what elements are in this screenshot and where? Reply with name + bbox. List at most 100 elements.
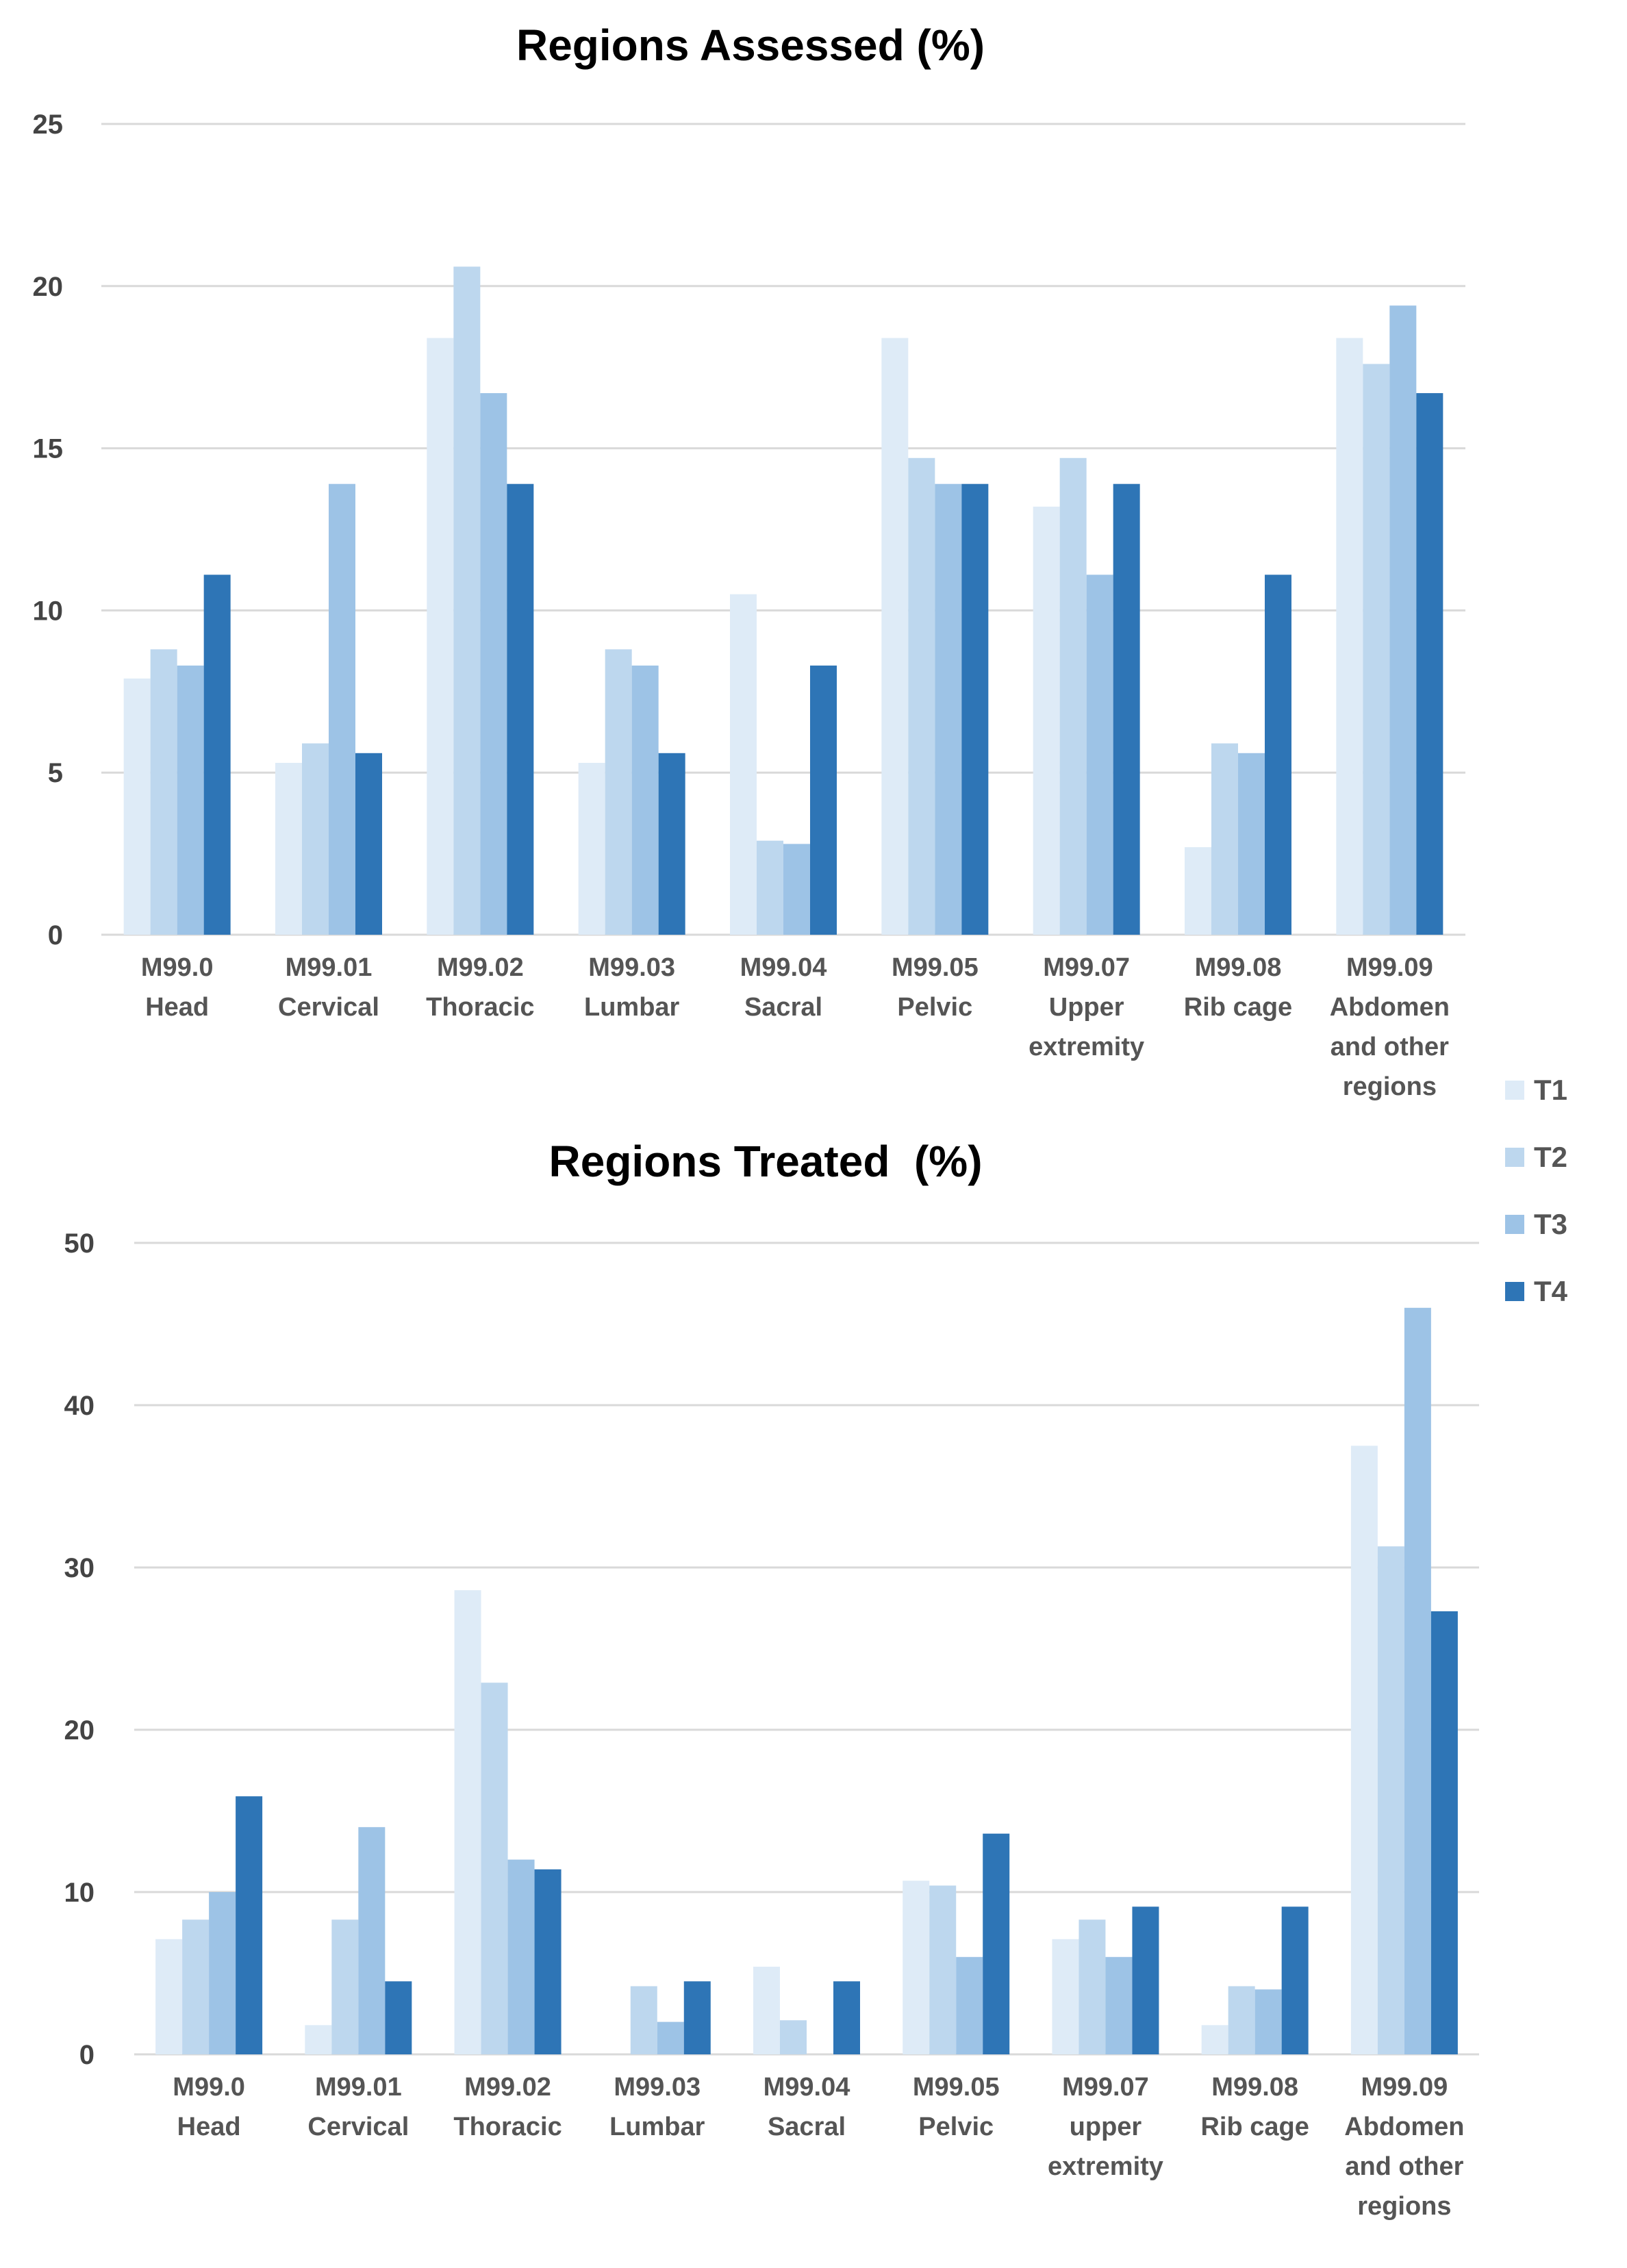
x-tick-label: M99.0 xyxy=(141,953,214,982)
bar-t3 xyxy=(1389,305,1417,935)
legend-label: T3 xyxy=(1534,1208,1567,1240)
bar-t1 xyxy=(753,1967,780,2054)
bar-t1 xyxy=(903,1880,930,2054)
y-tick-label: 0 xyxy=(48,920,63,950)
x-tick-label: M99.0 xyxy=(173,2073,245,2102)
bar-t1 xyxy=(881,338,909,935)
bar-t2 xyxy=(453,266,481,935)
bar-t2 xyxy=(1079,1919,1106,2054)
y-tick-label: 25 xyxy=(33,110,64,140)
bar-t1 xyxy=(578,762,605,935)
bars xyxy=(123,266,1443,935)
bar-t4 xyxy=(961,483,989,935)
bar-t3 xyxy=(1404,1307,1431,2054)
x-tick-label: M99.02 xyxy=(437,953,524,982)
bar-t1 xyxy=(1052,1939,1079,2054)
y-tick-label: 20 xyxy=(33,272,64,302)
x-tick-label: Thoracic xyxy=(426,993,534,1022)
legend-swatch-t4 xyxy=(1505,1282,1524,1301)
legend: T1 T2 T3 T4 xyxy=(1505,1074,1568,1307)
x-tick-label: regions xyxy=(1343,1072,1437,1101)
x-axis-ticks: M99.0 Head M99.01 Cervical M99.02 Thoracic M99… xyxy=(141,953,1450,1101)
bar-t4 xyxy=(1113,483,1140,935)
bar-t4 xyxy=(203,575,231,935)
x-tick-label: Cervical xyxy=(307,2113,409,2141)
bar-t1 xyxy=(730,594,757,935)
x-tick-label: extremity xyxy=(1048,2152,1163,2181)
bars xyxy=(155,1307,1458,2054)
x-tick-label: M99.04 xyxy=(740,953,827,982)
bar-t3 xyxy=(783,844,810,935)
x-tick-label: Head xyxy=(145,993,209,1022)
bar-t3 xyxy=(956,1956,983,2054)
x-tick-label: Lumbar xyxy=(609,2113,705,2141)
y-tick-label: 20 xyxy=(64,1715,95,1746)
x-tick-label: M99.08 xyxy=(1211,2073,1298,2102)
bar-t3 xyxy=(480,393,507,935)
bar-t3 xyxy=(1105,1956,1133,2054)
x-tick-label: regions xyxy=(1357,2192,1451,2221)
x-tick-label: Lumbar xyxy=(584,993,680,1022)
chart-title: Regions Assessed (%) xyxy=(516,21,985,70)
x-tick-label: M99.09 xyxy=(1361,2073,1448,2102)
x-tick-label: M99.03 xyxy=(588,953,675,982)
bar-t4 xyxy=(1416,393,1443,935)
x-tick-label: M99.04 xyxy=(764,2073,850,2102)
y-axis-ticks: 0 5 10 15 20 25 xyxy=(33,110,64,950)
bar-t1 xyxy=(1185,847,1211,935)
x-tick-label: Pelvic xyxy=(897,993,972,1022)
x-tick-label: M99.05 xyxy=(892,953,979,982)
y-tick-label: 40 xyxy=(64,1391,95,1421)
x-tick-label: Pelvic xyxy=(918,2113,994,2141)
bar-t1 xyxy=(1350,1446,1378,2054)
bar-t4 xyxy=(658,753,685,935)
legend-label: T1 xyxy=(1534,1074,1567,1106)
bar-t1 xyxy=(275,762,302,935)
bar-t3 xyxy=(1238,753,1265,935)
bar-t1 xyxy=(454,1590,481,2054)
bar-t2 xyxy=(630,1986,657,2054)
x-tick-label: M99.09 xyxy=(1346,953,1433,982)
bar-t3 xyxy=(177,665,204,935)
bar-t3 xyxy=(329,483,355,935)
bar-t1 xyxy=(155,1939,183,2054)
bar-t4 xyxy=(1132,1906,1159,2054)
bar-t3 xyxy=(209,1892,236,2054)
bar-t4 xyxy=(534,1869,562,2054)
bar-t2 xyxy=(1377,1546,1404,2054)
x-tick-label: Sacral xyxy=(744,993,822,1022)
bar-t4 xyxy=(810,665,837,935)
y-tick-label: 15 xyxy=(33,434,64,464)
bar-t2 xyxy=(1363,364,1390,935)
x-tick-label: Cervical xyxy=(278,993,379,1022)
bar-t2 xyxy=(150,649,177,935)
bar-t3 xyxy=(657,2021,684,2054)
bar-t3 xyxy=(935,483,962,935)
chart-regions-assessed: Regions Assessed (%) 0 5 10 15 20 25 M99.0 Hea… xyxy=(33,21,1465,1101)
x-axis-ticks: M99.0 Head M99.01 Cervical M99.02 Thoracic M99… xyxy=(173,2073,1464,2221)
bar-t2 xyxy=(605,649,632,935)
x-tick-label: M99.03 xyxy=(614,2073,701,2102)
bar-t4 xyxy=(983,1833,1010,2054)
y-tick-label: 0 xyxy=(79,2040,94,2070)
bar-t4 xyxy=(1430,1611,1458,2054)
chart-title: Regions Treated (%) xyxy=(549,1137,983,1186)
y-tick-label: 10 xyxy=(64,1878,95,1908)
bar-t4 xyxy=(385,1981,412,2054)
chart-regions-treated: Regions Treated (%) 0 10 20 30 40 50 M99.0 Hea… xyxy=(64,1137,1479,2221)
bar-t1 xyxy=(1336,338,1363,935)
bar-t2 xyxy=(757,840,783,935)
bar-t4 xyxy=(355,753,382,935)
legend-swatch-t2 xyxy=(1505,1148,1524,1167)
bar-t2 xyxy=(182,1919,210,2054)
x-tick-label: Abdomen xyxy=(1344,2113,1464,2141)
bar-t4 xyxy=(236,1796,263,2054)
bar-t1 xyxy=(427,338,454,935)
bar-t2 xyxy=(302,743,329,935)
x-tick-label: upper xyxy=(1070,2113,1142,2141)
bar-t3 xyxy=(1086,575,1113,935)
bar-t2 xyxy=(929,1885,957,2054)
bar-t3 xyxy=(358,1827,386,2054)
x-tick-label: Sacral xyxy=(768,2113,846,2141)
